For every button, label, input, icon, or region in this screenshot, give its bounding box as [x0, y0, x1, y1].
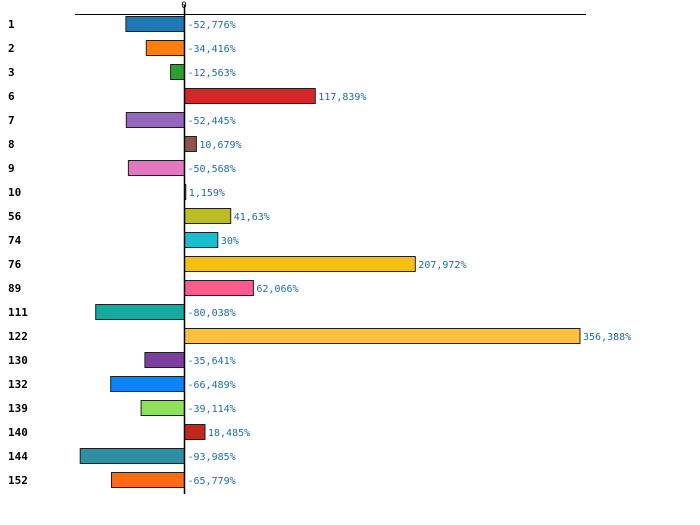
bar-3: [170, 64, 186, 80]
value-label-6: 117,839%: [318, 92, 366, 103]
value-label-139: -39,114%: [188, 404, 236, 415]
bars-group: [79, 16, 581, 488]
bar-8: [184, 136, 197, 152]
value-label-122: 356,388%: [583, 332, 631, 343]
bar-76: [184, 256, 416, 272]
value-labels-group: -52,776% -34,416% -12,563% 117,839% -52,445%…: [188, 20, 632, 487]
value-label-140: 18,485%: [208, 428, 250, 439]
value-label-111: -80,038%: [188, 308, 236, 319]
bar-2: [145, 40, 186, 56]
bar-9: [127, 160, 185, 176]
category-label-3: 3: [8, 66, 15, 79]
value-label-56: 41,63%: [234, 212, 270, 223]
category-label-8: 8: [8, 138, 15, 151]
value-label-89: 62,066%: [256, 284, 298, 295]
value-label-8: 10,679%: [199, 140, 241, 151]
category-label-111: 111: [8, 306, 28, 319]
value-label-152: -65,779%: [188, 476, 236, 487]
value-label-1: -52,776%: [188, 20, 236, 31]
bar-74: [184, 232, 219, 248]
value-label-132: -66,489%: [188, 380, 236, 391]
category-label-1: 1: [8, 18, 15, 31]
value-label-2: -34,416%: [188, 44, 236, 55]
bar-139: [140, 400, 186, 416]
value-label-3: -12,563%: [188, 68, 236, 79]
category-label-139: 139: [8, 402, 28, 415]
category-label-74: 74: [8, 234, 22, 247]
bar-89: [184, 280, 254, 296]
bar-152: [111, 472, 185, 488]
bar-1: [125, 16, 185, 32]
bar-144: [79, 448, 185, 464]
value-label-10: 1,159%: [189, 188, 225, 199]
value-label-7: -52,445%: [188, 116, 236, 127]
category-label-2: 2: [8, 42, 15, 55]
category-label-132: 132: [8, 378, 28, 391]
bar-122: [184, 328, 581, 344]
category-label-140: 140: [8, 426, 28, 439]
category-label-10: 10: [8, 186, 21, 199]
category-label-130: 130: [8, 354, 28, 367]
bar-130: [144, 352, 185, 368]
category-label-89: 89: [8, 282, 21, 295]
value-label-74: 30%: [221, 236, 239, 247]
category-labels-group: 1236789105674768911112213013213914014415…: [8, 18, 28, 487]
value-label-144: -93,985%: [188, 452, 236, 463]
category-label-152: 152: [8, 474, 28, 487]
category-label-56: 56: [8, 210, 22, 223]
category-label-122: 122: [8, 330, 28, 343]
category-label-7: 7: [8, 114, 15, 127]
bar-132: [110, 376, 185, 392]
value-label-9: -50,568%: [188, 164, 236, 175]
value-label-130: -35,641%: [188, 356, 236, 367]
bar-111: [95, 304, 185, 320]
bar-6: [184, 88, 316, 104]
bar-140: [184, 424, 206, 440]
bar-56: [184, 208, 232, 224]
bar-7: [125, 112, 186, 128]
value-label-76: 207,972%: [418, 260, 466, 271]
category-label-6: 6: [8, 90, 15, 103]
category-label-76: 76: [8, 258, 22, 271]
category-label-9: 9: [8, 162, 15, 175]
category-label-144: 144: [8, 450, 28, 463]
